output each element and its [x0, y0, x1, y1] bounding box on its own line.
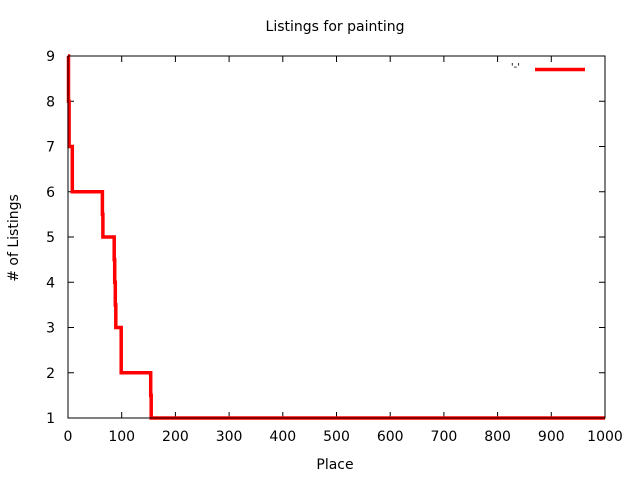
x-tick-label: 900	[538, 429, 565, 445]
x-tick-label: 800	[484, 429, 511, 445]
series-layer	[66, 54, 605, 420]
x-tick-label: 400	[269, 429, 296, 445]
y-tick-label: 1	[46, 411, 55, 427]
y-tick-label: 6	[46, 185, 55, 201]
legend-label: '-'	[511, 62, 520, 73]
x-tick-label: 200	[162, 429, 189, 445]
chart-title: Listings for painting	[266, 19, 405, 35]
y-tick-label: 4	[46, 275, 55, 291]
y-tick-label: 9	[46, 49, 55, 65]
y-tick-label: 5	[46, 230, 55, 246]
y-tick-label: 7	[46, 140, 55, 156]
x-axis-label: Place	[316, 457, 353, 473]
plot-frame	[67, 55, 606, 419]
x-tick-label: 0	[64, 429, 73, 445]
x-tick-label: 500	[323, 429, 350, 445]
series-line	[66, 54, 605, 420]
y-tick-label: 3	[46, 321, 55, 337]
y-axis-label: # of Listings	[6, 194, 22, 282]
x-tick-label: 600	[377, 429, 404, 445]
legend: '-'	[511, 62, 585, 73]
y-tick-label: 8	[46, 94, 55, 110]
y-tick-label: 2	[46, 366, 55, 382]
x-tick-label: 300	[216, 429, 243, 445]
x-tick-label: 100	[108, 429, 135, 445]
axis-ticks: 0 100 200 300 400 500 600 700 800 900 1000 1 2 3 4 5 6 7 8…	[46, 49, 623, 445]
x-tick-label: 700	[431, 429, 458, 445]
x-tick-label: 1000	[587, 429, 623, 445]
